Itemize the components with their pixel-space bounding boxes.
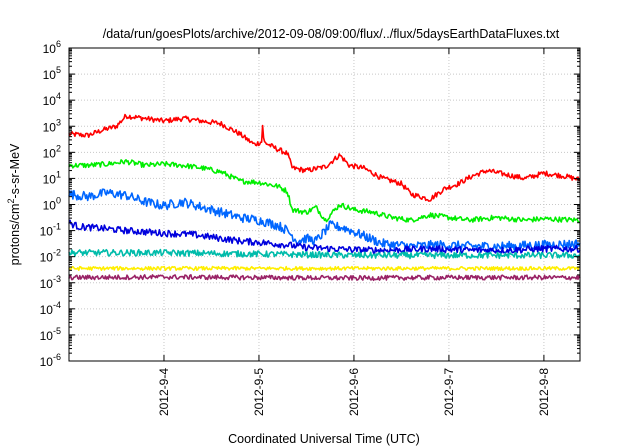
series-line	[68, 265, 581, 271]
y-tick-label: 100	[43, 196, 61, 213]
y-axis-label: protons/cm2-s-sr-MeV	[6, 143, 22, 265]
y-tick-label: 104	[43, 91, 61, 108]
y-axis: 10-610-510-410-310-210-11001011021031041…	[40, 39, 580, 369]
x-axis: 2012-9-4 2012-9-5 2012-9-6 2012-9-7 2012-9-8	[157, 48, 551, 416]
series-line	[68, 113, 581, 202]
x-tick-label: 2012-9-5	[252, 368, 266, 416]
series-line	[68, 188, 581, 252]
y-tick-exponent: -4	[53, 300, 61, 310]
y-tick-base: 10	[43, 68, 57, 82]
y-tick-base: 10	[43, 42, 57, 56]
y-tick-base: 10	[43, 172, 57, 186]
y-tick-base: 10	[43, 94, 57, 108]
y-tick-exponent: -1	[53, 222, 61, 232]
y-tick-base: 10	[40, 355, 54, 369]
y-tick-exponent: -5	[53, 326, 61, 336]
y-axis-label-prefix: protons/cm	[8, 204, 22, 266]
y-tick-exponent: 0	[56, 196, 61, 206]
y-tick-base: 10	[43, 120, 57, 134]
y-tick-exponent: 3	[56, 117, 61, 127]
y-tick-base: 10	[40, 277, 54, 291]
series-line	[68, 159, 581, 224]
y-tick-label: 10-1	[40, 222, 61, 239]
y-tick-base: 10	[43, 146, 57, 160]
chart-title: /data/run/goesPlots/archive/2012-09-08/0…	[103, 27, 560, 41]
y-tick-label: 10-4	[40, 300, 61, 317]
y-tick-label: 102	[43, 143, 61, 160]
x-tick-label: 2012-9-6	[347, 368, 361, 416]
series-line	[68, 274, 581, 282]
y-tick-label: 103	[43, 117, 61, 134]
y-tick-label: 101	[43, 169, 61, 186]
y-tick-base: 10	[40, 251, 54, 265]
x-tick-label: 2012-9-8	[537, 368, 551, 416]
y-tick-exponent: 2	[56, 143, 61, 153]
y-tick-exponent: 5	[56, 65, 61, 75]
x-axis-label: Coordinated Universal Time (UTC)	[228, 432, 420, 446]
y-tick-label: 10-5	[40, 326, 61, 343]
y-tick-base: 10	[40, 329, 54, 343]
series-layer	[68, 113, 581, 282]
y-axis-label-sup: 2	[6, 199, 16, 204]
y-tick-base: 10	[40, 225, 54, 239]
y-tick-label: 106	[43, 39, 61, 56]
y-tick-base: 10	[40, 303, 54, 317]
y-tick-label: 105	[43, 65, 61, 82]
y-tick-label: 10-3	[40, 274, 61, 291]
y-axis-label-suffix: -s-sr-MeV	[8, 143, 22, 199]
series-line	[68, 219, 581, 255]
y-tick-base: 10	[43, 199, 57, 213]
y-tick-label: 10-6	[40, 352, 61, 369]
x-tick-label: 2012-9-4	[157, 368, 171, 416]
x-tick-label: 2012-9-7	[442, 368, 456, 416]
y-tick-exponent: 4	[56, 91, 61, 101]
y-tick-exponent: -2	[53, 248, 61, 258]
y-tick-exponent: -3	[53, 274, 61, 284]
y-tick-exponent: 6	[56, 39, 61, 49]
y-tick-label: 10-2	[40, 248, 61, 265]
series-line	[68, 248, 581, 260]
y-tick-exponent: 1	[56, 169, 61, 179]
y-tick-exponent: -6	[53, 352, 61, 362]
